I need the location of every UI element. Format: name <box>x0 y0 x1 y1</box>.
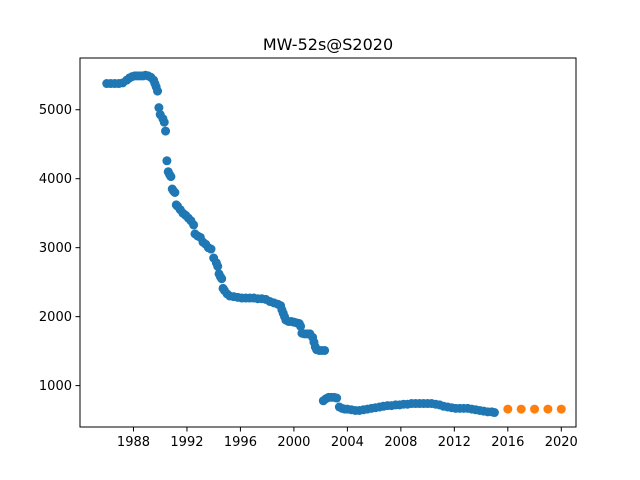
data-point-series-0-51 <box>217 274 227 284</box>
x-tick-label: 1988 <box>117 435 150 450</box>
data-point-series-0-19 <box>154 103 164 113</box>
data-point-series-0-45 <box>206 244 216 254</box>
x-tick-label: 1996 <box>224 435 257 450</box>
x-tick-label: 1992 <box>170 435 203 450</box>
data-point-series-0-95 <box>332 393 342 403</box>
x-tick-label: 2012 <box>438 435 471 450</box>
y-tick-label: 1000 <box>39 379 72 394</box>
x-tick-label: 2016 <box>491 435 524 450</box>
data-point-series-0-27 <box>166 172 176 182</box>
data-point-series-0-23 <box>161 126 171 136</box>
data-point-series-1-4 <box>556 404 566 414</box>
data-point-series-0-18 <box>153 86 163 96</box>
y-axis: 1000 2000 3000 4000 5000 <box>39 103 80 394</box>
chart-title: MW-52s@S2020 <box>263 35 393 54</box>
y-tick-label: 2000 <box>39 310 72 325</box>
y-tick-label: 4000 <box>39 172 72 187</box>
x-tick-label: 2000 <box>277 435 310 450</box>
x-tick-label: 2008 <box>384 435 417 450</box>
y-tick-label: 3000 <box>39 241 72 256</box>
x-axis: 1988 1992 1996 2000 2004 2008 2012 2016 2020 <box>117 427 578 450</box>
data-point-series-0-48 <box>213 261 223 271</box>
data-point-series-1-2 <box>530 404 540 414</box>
x-tick-label: 2004 <box>331 435 364 450</box>
data-point-series-0-89 <box>320 345 330 355</box>
y-tick-label: 5000 <box>39 103 72 118</box>
data-point-series-1-0 <box>503 404 513 414</box>
data-point-series-0-24 <box>162 156 172 166</box>
data-point-series-0-38 <box>189 220 199 230</box>
x-tick-label: 2020 <box>545 435 578 450</box>
data-points <box>102 70 566 418</box>
data-point-series-0-22 <box>159 117 169 127</box>
data-point-series-0-78 <box>296 321 306 331</box>
data-point-series-1-1 <box>516 404 526 414</box>
data-point-series-0-30 <box>170 188 180 197</box>
data-point-series-1-3 <box>543 404 553 414</box>
data-point-series-0-136 <box>489 408 499 418</box>
plot-frame <box>79 57 577 428</box>
